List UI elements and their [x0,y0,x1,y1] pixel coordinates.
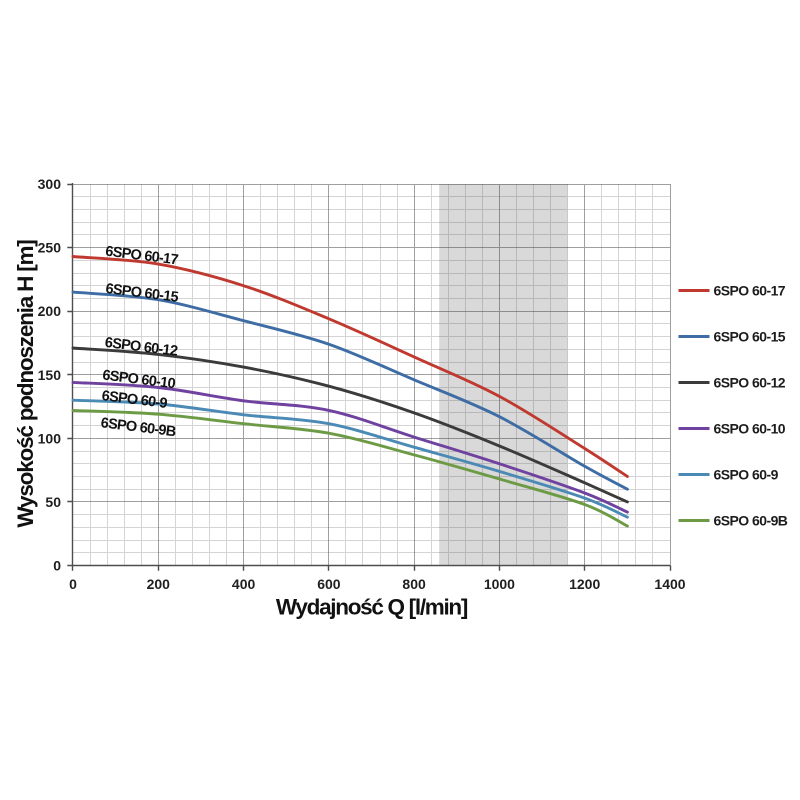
svg-text:6SPO 60-12: 6SPO 60-12 [714,374,786,390]
svg-text:300: 300 [38,176,62,192]
svg-text:6SPO 60-9B: 6SPO 60-9B [714,512,788,528]
svg-text:800: 800 [402,576,426,592]
svg-text:400: 400 [232,576,256,592]
svg-text:250: 250 [38,240,62,256]
svg-text:150: 150 [38,367,62,383]
svg-text:6SPO 60-9: 6SPO 60-9 [101,388,169,412]
svg-text:100: 100 [38,430,62,446]
svg-text:1400: 1400 [654,576,685,592]
svg-text:6SPO 60-17: 6SPO 60-17 [714,282,786,298]
svg-text:200: 200 [38,303,62,319]
svg-text:0: 0 [69,576,77,592]
svg-text:Wydajność Q [l/min]: Wydajność Q [l/min] [276,595,468,620]
svg-text:6SPO 60-10: 6SPO 60-10 [714,420,786,436]
svg-text:0: 0 [53,558,61,574]
svg-text:1000: 1000 [484,576,515,592]
svg-text:6SPO 60-15: 6SPO 60-15 [714,328,786,344]
svg-text:Wysokość podnoszenia H [m]: Wysokość podnoszenia H [m] [13,240,38,528]
svg-text:200: 200 [147,576,171,592]
svg-text:1200: 1200 [569,576,600,592]
svg-text:50: 50 [45,494,61,510]
svg-text:600: 600 [317,576,341,592]
svg-text:6SPO 60-9: 6SPO 60-9 [714,466,779,482]
